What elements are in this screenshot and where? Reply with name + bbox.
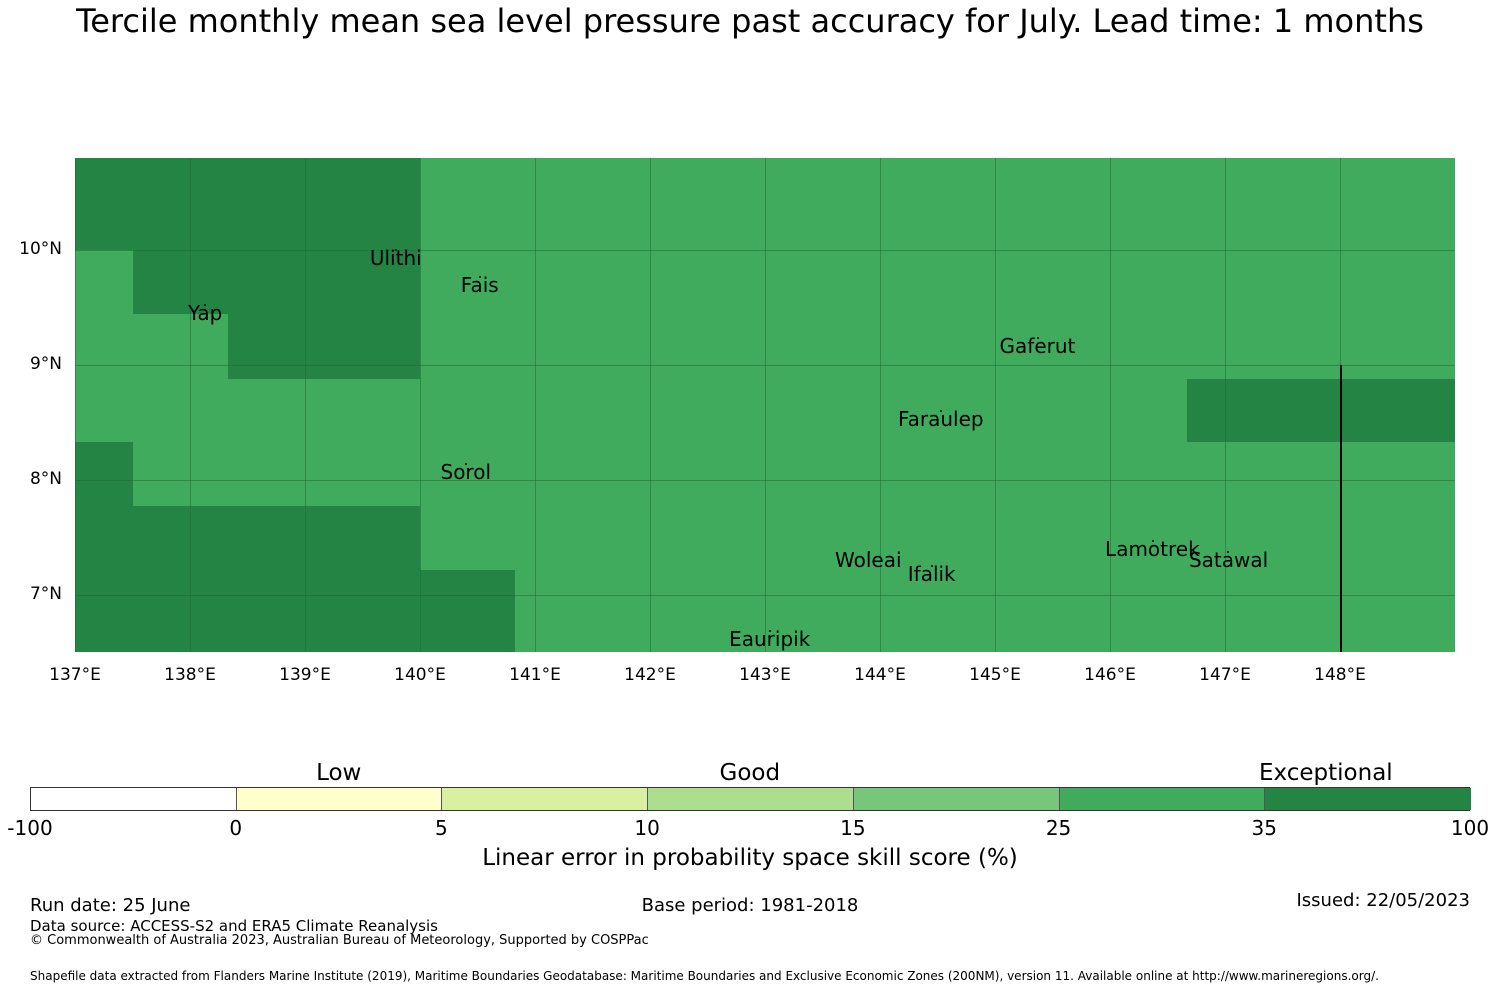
longitude-tick-label: 139°E [279,665,331,685]
latitude-tick-label: 9°N [29,353,62,374]
longitude-tick-label: 142°E [624,665,676,685]
island-marker [930,564,933,567]
island-label: Ifalik [907,561,956,586]
longitude-gridline [995,158,996,652]
colorbar-strip [30,787,1471,811]
latitude-gridline [75,594,1455,596]
longitude-tick-label: 146°E [1084,665,1136,685]
longitude-tick-label: 145°E [969,665,1021,685]
island-label: Satawal [1188,548,1269,573]
colorbar-segment [1265,788,1471,810]
colorbar-segment [853,788,1060,810]
exceptional-skill-region [132,249,325,315]
island-marker [1036,337,1039,340]
longitude-tick-label: 148°E [1314,665,1366,685]
island-label: Lamotrek [1105,536,1200,561]
colorbar-tick-label: -100 [7,816,53,840]
colorbar-tick-label: 15 [840,816,866,840]
island-marker [394,248,397,251]
island-label: Faraulep [897,406,984,431]
map-title: Tercile monthly mean sea level pressure … [76,2,1424,40]
colorbar-tick-label: 100 [1450,816,1490,840]
island-marker [465,462,467,465]
colorbar-tick-label: 35 [1251,816,1277,840]
colorbar-label: Linear error in probability space skill … [482,845,1018,871]
colorbar-tick-label: 25 [1045,816,1072,840]
longitude-tick-label: 143°E [739,665,791,685]
copyright: © Commonwealth of Australia 2023, Austra… [30,933,649,948]
longitude-gridline [1225,158,1226,652]
longitude-tick-label: 140°E [394,665,446,685]
colorbar-tick-label: 0 [229,816,243,840]
longitude-tick-label: 137°E [49,665,101,685]
exceptional-skill-region [227,314,420,379]
island-label: Yap [187,301,223,326]
exceptional-skill-region [324,158,420,187]
latitude-gridline [75,249,1455,251]
latitude-gridline [75,479,1455,481]
island-marker [768,630,771,633]
longitude-gridline [650,158,651,652]
colorbar-segment [648,788,854,810]
run-date: Run date: 25 June [30,895,191,916]
island-label: Sorol [440,459,492,484]
island-label: Gaferut [999,334,1076,359]
latitude-gridline [75,364,1455,366]
longitude-tick-label: 141°E [509,665,561,685]
island-marker [867,551,870,554]
colorbar-category-label: Good [719,760,781,786]
longitude-tick-label: 147°E [1199,665,1251,685]
longitude-gridline [1110,158,1111,652]
exceptional-skill-region [75,158,325,250]
island-label: Woleai [835,548,902,573]
island-marker [1227,551,1230,554]
longitude-gridline [190,158,191,652]
latitude-tick-label: 8°N [29,468,62,489]
longitude-gridline [535,158,536,652]
exceptional-skill-region [75,570,516,652]
exceptional-skill-region [1187,378,1455,442]
latitude-tick-label: 10°N [19,238,62,259]
colorbar-segment [442,788,649,810]
island-marker [1151,539,1154,542]
longitude-gridline [305,158,306,652]
colorbar-category-label: Exceptional [1259,760,1393,786]
longitude-gridline [420,158,421,652]
island-label: Ulithi [369,245,422,270]
island-label: Eauripik [729,627,811,652]
island-marker [939,409,942,412]
shapefile-credit: Shapefile data extracted from Flanders M… [30,969,1379,983]
longitude-tick-label: 144°E [854,665,906,685]
data-source: Data source: ACCESS-S2 and ERA5 Climate … [30,917,438,935]
island-label: Fais [460,273,499,298]
longitude-gridline [880,158,881,652]
latitude-tick-label: 7°N [29,583,62,604]
exceptional-skill-region [75,506,420,571]
colorbar-category-label: Low [316,760,362,786]
colorbar-segment [31,788,237,810]
base-period: Base period: 1981-2018 [641,895,859,916]
skill-score-map [75,158,1455,652]
exceptional-skill-region [75,441,133,507]
eez-boundary-line [1340,364,1342,652]
island-marker [203,304,206,307]
longitude-tick-label: 138°E [164,665,216,685]
island-marker [478,276,481,279]
colorbar-segment [1059,788,1266,810]
issued-date: Issued: 22/05/2023 [1296,890,1470,911]
longitude-gridline [765,158,766,652]
longitude-gridline [75,158,76,652]
colorbar-tick-label: 5 [435,816,448,840]
colorbar-tick-label: 10 [634,816,660,840]
colorbar-segment [236,788,443,810]
